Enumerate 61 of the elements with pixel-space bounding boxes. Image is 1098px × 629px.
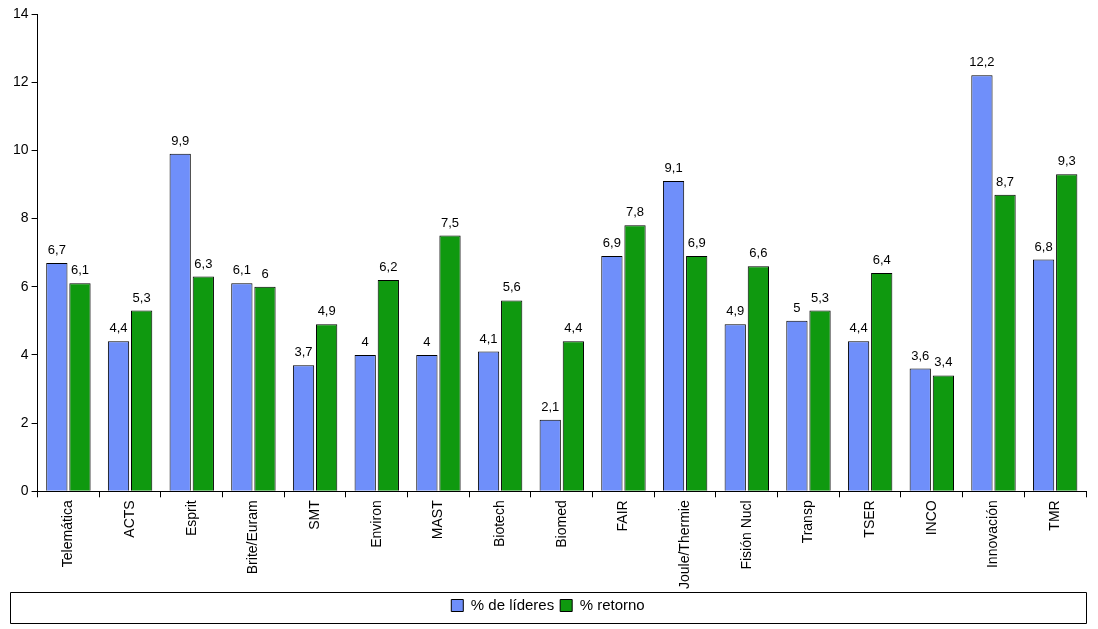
x-tick-label: Environ [367,500,384,548]
x-tick-label: FAIR [614,500,631,532]
data-label: 4,4 [109,320,128,336]
x-tick-label: Brite/Euram [244,500,261,575]
data-label: 6 [261,265,269,281]
data-label: 6,8 [1034,238,1053,254]
x-tick-label: Transp [799,500,816,544]
x-tick-label: Telemática [59,500,76,568]
x-tick-label: ACTS [120,500,137,538]
data-label: 3,4 [934,354,953,370]
x-tick-label: INCO [922,500,939,536]
data-label: 2,1 [541,398,560,414]
y-tick-label: 2 [20,413,29,430]
data-label: 5,3 [811,289,830,305]
y-tick-label: 12 [12,73,29,90]
data-label: 4 [423,334,431,349]
data-label: 4,4 [849,320,868,336]
data-label: 6,1 [70,262,90,278]
legend-label: % de líderes [470,595,555,613]
data-label: 5 [793,299,801,315]
data-label: 5,3 [132,289,151,305]
x-tick-label: SMT [305,499,322,530]
x-tick-label: Fisión Nucl [737,500,754,570]
x-tick-label: TMR [1046,500,1063,531]
x-tick-label: Joule/Thermie [675,500,692,589]
data-label: 6,2 [379,259,398,274]
data-label: 6,3 [194,255,213,271]
y-tick-label: 14 [12,4,29,21]
y-tick-label: 4 [20,345,29,362]
data-label: 12,2 [969,54,995,70]
data-label: 4 [361,334,369,349]
data-label: 6,9 [687,235,706,251]
data-label: 4,4 [564,320,583,336]
data-label: 3,7 [294,344,313,360]
data-label: 7,5 [440,214,460,230]
data-label: 7,8 [625,204,645,220]
data-label: 6,4 [872,252,891,268]
data-label: 6,7 [47,241,66,257]
data-label: 9,3 [1057,153,1076,169]
x-tick-label: Biomed [552,500,569,548]
y-tick-label: 0 [20,482,29,499]
x-tick-label: TSER [861,500,878,538]
y-tick-label: 8 [20,209,29,226]
x-tick-label: MAST [429,499,446,540]
y-tick-label: 6 [20,277,29,294]
data-label: 3,6 [911,347,930,363]
data-label: 4,9 [726,303,745,319]
x-tick-label: Innovación [984,500,1001,569]
data-label: 6,9 [602,235,621,251]
y-tick-label: 10 [12,141,29,158]
x-tick-label: Esprit [182,500,199,537]
data-label: 4,1 [479,330,498,346]
data-label: 4,9 [317,303,336,319]
data-label: 9,1 [664,160,683,176]
x-tick-label: Biotech [490,500,507,547]
data-label: 9,9 [171,132,190,148]
data-label: 5,6 [502,279,521,295]
data-label: 6,1 [232,262,251,278]
data-label: 6,6 [749,245,768,261]
legend-label: % retorno [579,595,645,613]
data-label: 8,7 [996,173,1015,189]
